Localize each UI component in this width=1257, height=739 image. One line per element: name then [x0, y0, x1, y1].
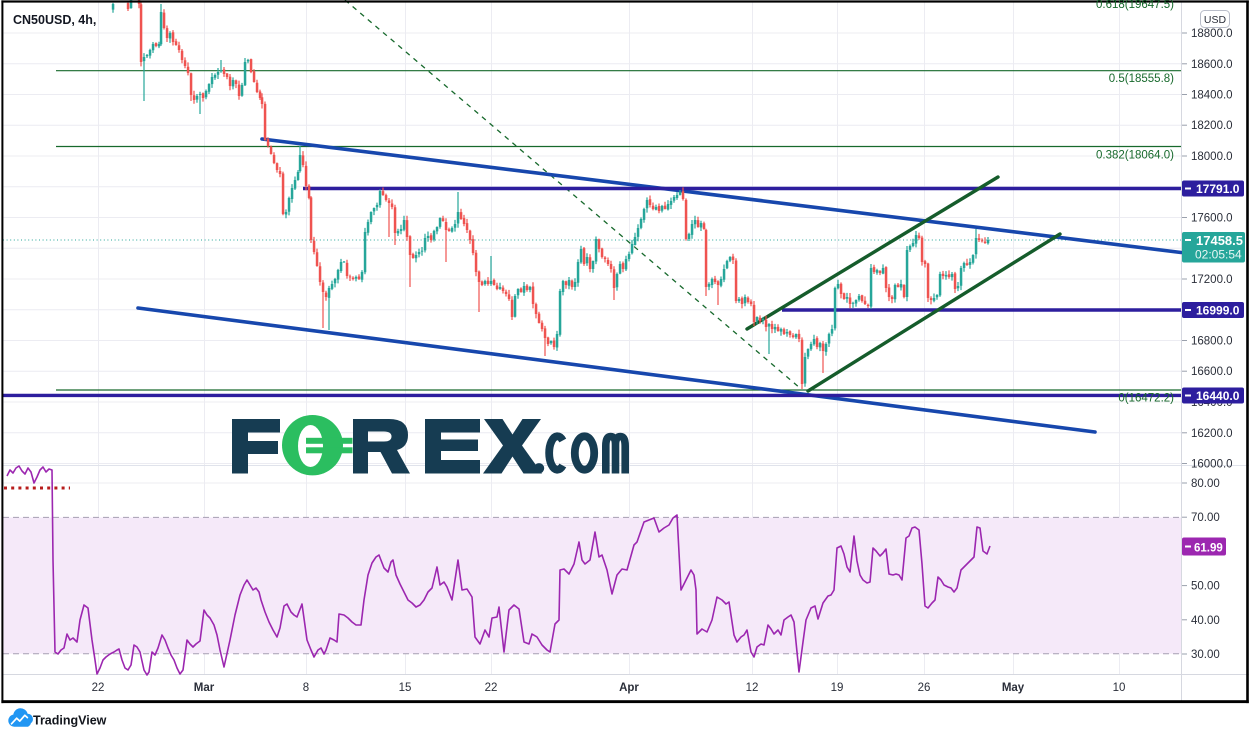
svg-text:16440.0: 16440.0 [1196, 389, 1240, 403]
svg-text:May: May [1002, 682, 1025, 694]
svg-text:16200.0: 16200.0 [1191, 428, 1233, 440]
svg-text:0.5(18555.8): 0.5(18555.8) [1109, 73, 1174, 85]
svg-text:16800.0: 16800.0 [1191, 336, 1233, 348]
svg-text:0(16472.2): 0(16472.2) [1118, 393, 1174, 405]
svg-text:16999.0: 16999.0 [1196, 304, 1240, 318]
svg-text:19: 19 [831, 682, 844, 694]
svg-text:80.00: 80.00 [1191, 478, 1220, 490]
svg-text:40.00: 40.00 [1191, 615, 1220, 627]
svg-text:17600.0: 17600.0 [1191, 213, 1233, 225]
svg-text:61.99: 61.99 [1194, 543, 1223, 555]
svg-text:CN50USD, 4h,: CN50USD, 4h, [13, 13, 96, 27]
svg-text:USD: USD [1204, 14, 1227, 26]
svg-text:70.00: 70.00 [1191, 512, 1220, 524]
svg-text:22: 22 [92, 682, 105, 694]
svg-text:Mar: Mar [194, 682, 215, 694]
svg-text:12: 12 [746, 682, 759, 694]
svg-text:18800.0: 18800.0 [1191, 28, 1233, 40]
svg-text:18400.0: 18400.0 [1191, 90, 1233, 102]
svg-text:18200.0: 18200.0 [1191, 120, 1233, 132]
svg-text:16600.0: 16600.0 [1191, 366, 1233, 378]
svg-text:0.618(19647.5): 0.618(19647.5) [1096, 0, 1174, 11]
svg-text:18600.0: 18600.0 [1191, 59, 1233, 71]
svg-text:18000.0: 18000.0 [1191, 151, 1233, 163]
svg-text:02:05:54: 02:05:54 [1195, 248, 1242, 262]
svg-text:17791.0: 17791.0 [1196, 182, 1240, 196]
svg-text:50.00: 50.00 [1191, 581, 1220, 593]
svg-text:10: 10 [1113, 682, 1126, 694]
svg-text:16000.0: 16000.0 [1191, 459, 1233, 471]
svg-text:22: 22 [485, 682, 498, 694]
svg-text:17458.5: 17458.5 [1196, 233, 1243, 248]
svg-text:Apr: Apr [619, 682, 639, 694]
svg-text:26: 26 [918, 682, 931, 694]
svg-text:15: 15 [399, 682, 412, 694]
svg-text:17200.0: 17200.0 [1191, 274, 1233, 286]
svg-text:TradingView: TradingView [33, 714, 107, 728]
svg-text:0.382(18064.0): 0.382(18064.0) [1096, 150, 1174, 162]
svg-text:30.00: 30.00 [1191, 649, 1220, 661]
svg-text:8: 8 [303, 682, 309, 694]
